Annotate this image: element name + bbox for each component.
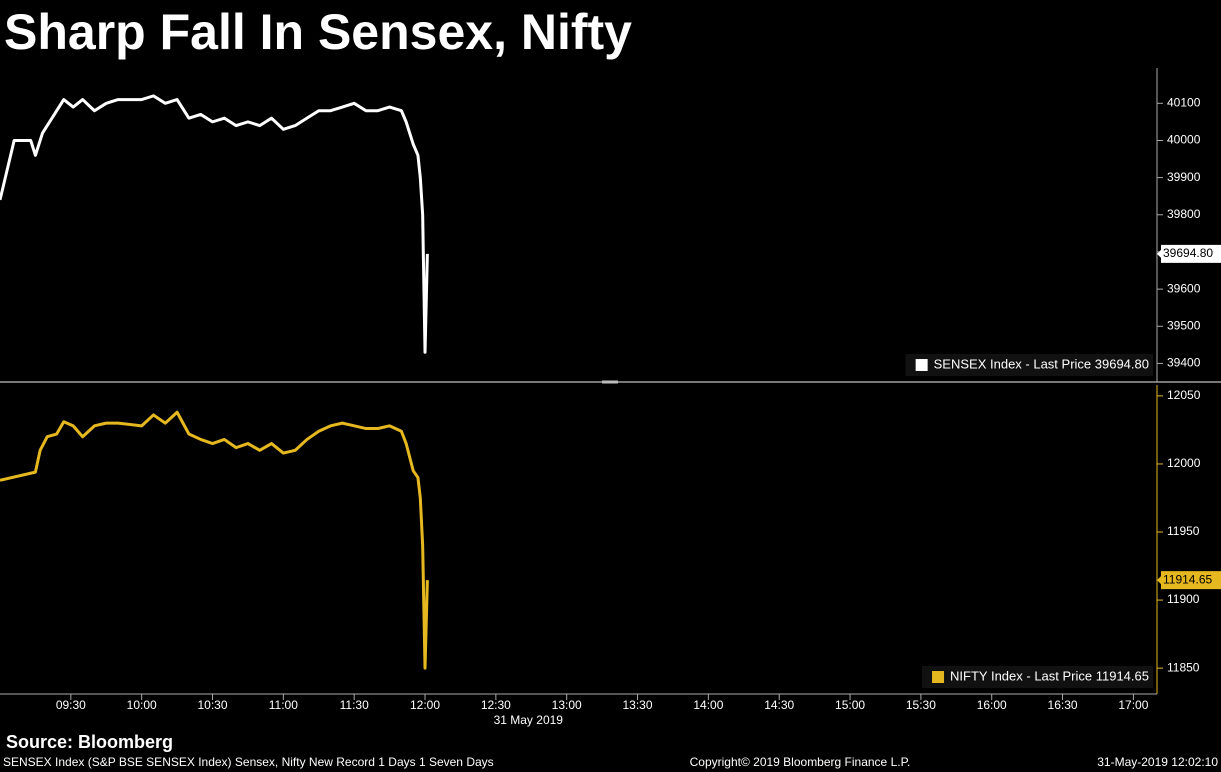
y-tick-label: 40100 [1167, 95, 1201, 109]
x-tick-label: 15:00 [835, 698, 865, 712]
y-tick-label: 11900 [1167, 592, 1200, 606]
y-tick-label: 40000 [1167, 133, 1201, 147]
last-price-box [1161, 571, 1221, 590]
footer-left: SENSEX Index (S&P BSE SENSEX Index) Sens… [3, 755, 494, 769]
x-tick-label: 14:00 [693, 698, 723, 712]
x-tick-label: 10:30 [197, 698, 227, 712]
last-price-box [1161, 244, 1221, 263]
chart-title: Sharp Fall In Sensex, Nifty [4, 4, 632, 60]
y-tick-label: 39800 [1167, 207, 1201, 221]
line [0, 94, 429, 354]
x-tick-label: 17:00 [1118, 698, 1148, 712]
legend-swatch [932, 671, 945, 683]
footer-right: 31-May-2019 12:02:10 [1097, 755, 1218, 769]
y-tick-label: 39900 [1167, 170, 1201, 184]
x-tick-label: 10:00 [127, 698, 157, 712]
x-tick-label: 11:30 [340, 698, 369, 712]
y-tick-label: 11850 [1167, 660, 1200, 674]
legend-label: NIFTY Index - Last Price 11914.65 [950, 668, 1149, 683]
y-tick-label: 12050 [1167, 388, 1201, 402]
x-tick-label: 12:00 [410, 698, 440, 712]
y-tick-label: 39500 [1167, 318, 1201, 332]
legend-box [905, 354, 1153, 376]
x-tick-label: 14:30 [764, 698, 794, 712]
last-price-label: 39694.80 [1163, 246, 1213, 260]
y-tick-label: 11950 [1167, 524, 1200, 538]
y-tick-label: 12000 [1167, 456, 1201, 470]
legend-box [922, 666, 1153, 688]
x-tick-label: 16:30 [1048, 698, 1078, 712]
x-axis-label: 31 May 2019 [494, 713, 564, 727]
line [0, 410, 429, 670]
legend-label: SENSEX Index - Last Price 39694.80 [934, 356, 1149, 371]
x-tick-label: 13:00 [552, 698, 582, 712]
x-tick-label: 12:30 [481, 698, 511, 712]
last-price-pointer [1157, 248, 1162, 259]
x-tick-label: 16:00 [977, 698, 1007, 712]
last-price-pointer [1157, 575, 1162, 586]
source: Source: Bloomberg [6, 732, 173, 752]
x-tick-label: 09:30 [56, 698, 86, 712]
legend-swatch [915, 359, 928, 371]
last-price-label: 11914.65 [1163, 572, 1212, 586]
footer-center: Copyright© 2019 Bloomberg Finance L.P. [690, 755, 911, 769]
y-tick-label: 39400 [1167, 356, 1201, 370]
x-tick-label: 15:30 [906, 698, 936, 712]
x-tick-label: 13:30 [623, 698, 653, 712]
y-tick-label: 39600 [1167, 281, 1201, 295]
x-tick-label: 11:00 [269, 698, 298, 712]
